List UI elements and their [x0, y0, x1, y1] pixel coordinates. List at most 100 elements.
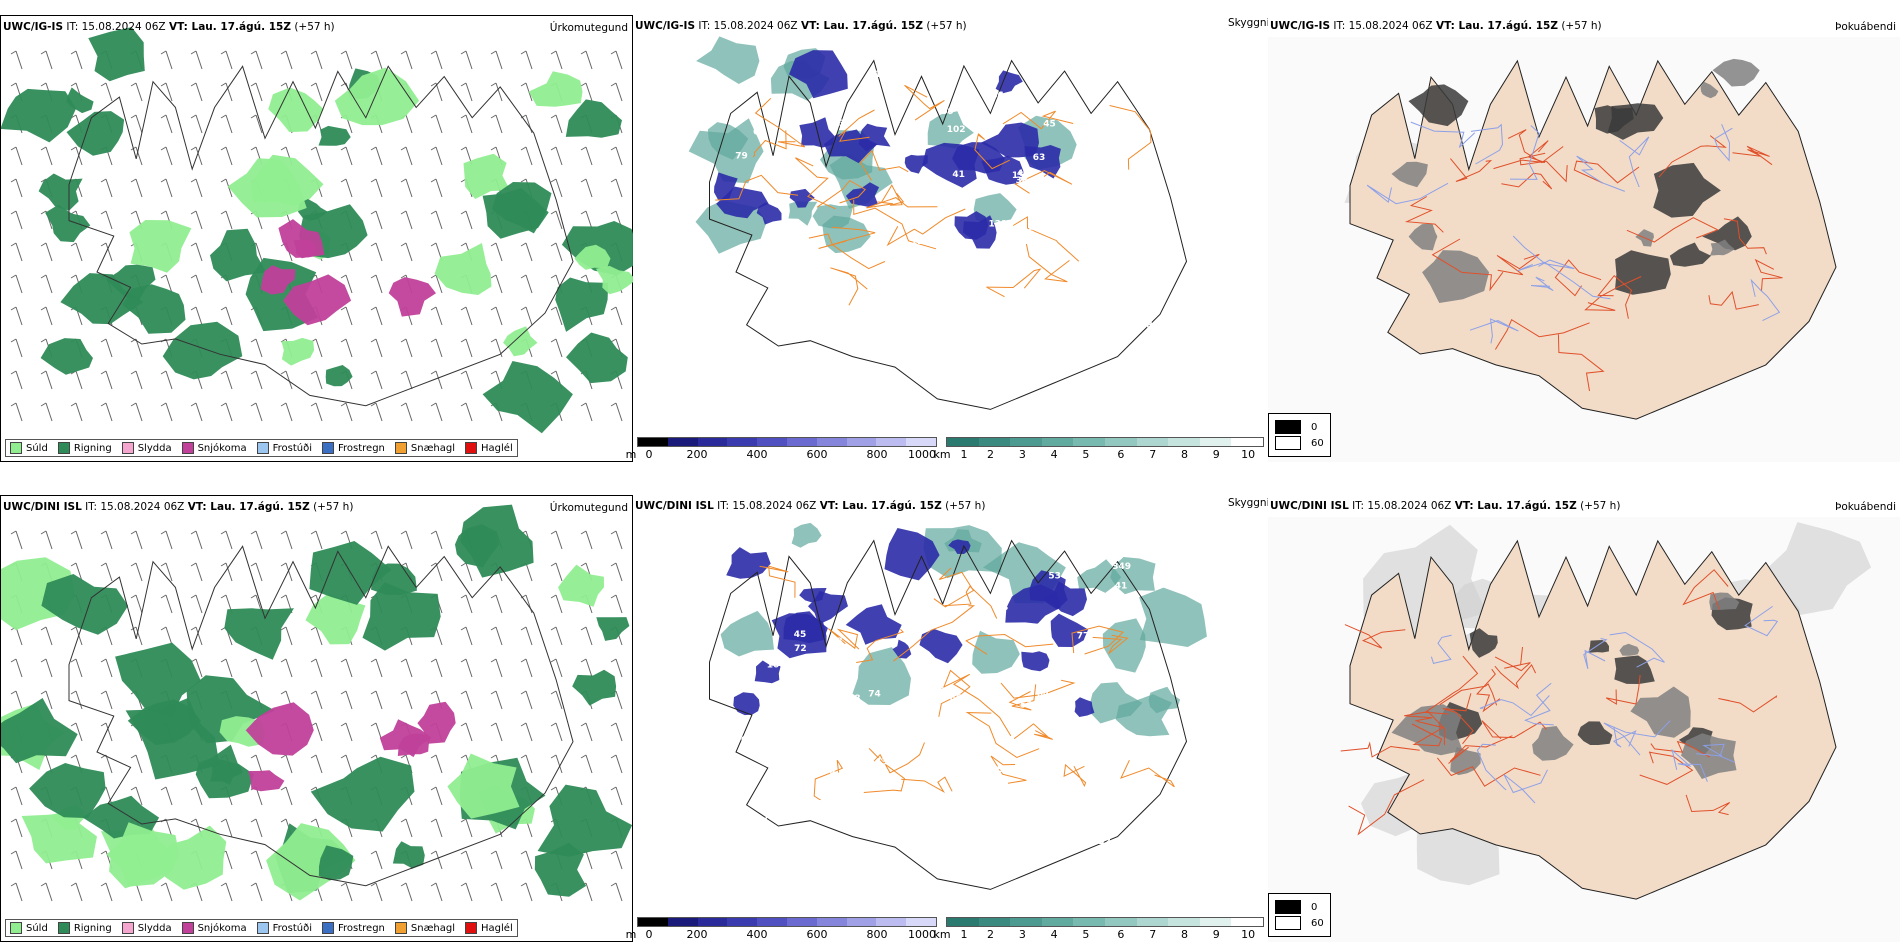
precip-legend: Súld Rigning Slydda Snjókoma Frostúði Fr…	[5, 919, 518, 937]
visibility-value: 48	[830, 637, 843, 647]
fog-map-bottom	[1268, 517, 1900, 942]
visibility-value: 63	[1033, 153, 1046, 163]
visibility-value: 99	[870, 219, 883, 229]
visibility-value: 49	[887, 306, 900, 316]
visibility-value: 43	[875, 757, 888, 767]
visibility-value: 87	[1014, 787, 1027, 797]
visibility-value: 22	[1098, 837, 1111, 847]
visibility-value: 53	[1048, 571, 1061, 581]
visibility-values: 54 48 36 49 62 61 84 189 78 99 59 52 43 50 45 74 53 64 48 7…	[741, 562, 1154, 847]
legend-item-slydda: Slydda	[121, 922, 172, 934]
legend-item-frostudi: Frostúði	[256, 922, 312, 934]
legend-item-haglel: Haglél	[465, 442, 513, 454]
visibility-value: 54	[1001, 712, 1014, 722]
visibility-value: 84	[1099, 731, 1112, 741]
visibility-value: 55	[805, 300, 818, 310]
precip-map-bottom	[1, 504, 633, 902]
visibility-value: 38	[743, 350, 756, 360]
visibility-value: 48	[848, 694, 861, 704]
visibility-value: 39	[839, 119, 852, 129]
panel-type-label: Þokuábendi	[1835, 21, 1896, 33]
iceland-coastline	[68, 545, 574, 887]
visibility-value: 59	[955, 99, 968, 109]
visibility-value: 349	[1112, 562, 1131, 572]
visibility-value: 64	[753, 128, 766, 138]
precip-map-top	[1, 27, 634, 434]
panel-type-label: Þokuábendi	[1835, 501, 1896, 513]
visibility-value: 65	[1064, 337, 1077, 347]
panel-type-label: Skyggni	[1228, 17, 1270, 29]
visibility-value: 117	[1088, 836, 1107, 846]
visibility-value: 44	[742, 764, 755, 774]
visibility-value: 43	[1089, 640, 1102, 650]
visibility-value: 61	[741, 735, 754, 745]
visibility-value: 50	[1087, 618, 1100, 628]
visibility-value: 41	[952, 170, 965, 180]
visibility-value: 45	[1043, 119, 1056, 129]
legend-item-slydda: Slydda	[121, 442, 172, 454]
fog-legend-top: 0 60	[1268, 413, 1331, 457]
visibility-value: 74	[784, 152, 797, 162]
visibility-value: 72	[794, 644, 807, 654]
fog-dark-areas	[1391, 58, 1760, 303]
visibility-colorbar-km-bottom: km 1 2 3 4 5 6 7 8 9 10	[933, 917, 1264, 941]
legend-item-sudl: Súld	[10, 922, 48, 934]
panel-title: UWC/IG-IS IT: 15.08.2024 06Z VT: Lau. 17…	[3, 21, 335, 33]
fog-panel-top: UWC/IG-IS IT: 15.08.2024 06Z VT: Lau. 17…	[1268, 15, 1900, 462]
road-network	[715, 84, 1152, 306]
visibility-value: 81	[966, 311, 979, 321]
visibility-value: 323	[893, 172, 912, 182]
visibility-values: 79 68 48 41 65 48 39 52 55 59 63 59 54 59 45 44 63 102 98 4…	[735, 63, 1156, 368]
panel-title: UWC/IG-IS IT: 15.08.2024 06Z VT: Lau. 17…	[1270, 20, 1602, 32]
fog-map-top	[1268, 37, 1900, 462]
road-network	[1340, 569, 1779, 836]
panel-title: UWC/DINI ISL IT: 15.08.2024 06Z VT: Lau.…	[3, 501, 354, 513]
visibility-value: 102	[947, 125, 966, 135]
visibility-panel-bottom: 54 48 36 49 62 61 84 189 78 99 59 52 43 50 45 74 53 64 48 7…	[633, 495, 1268, 942]
visibility-value: 48	[1029, 286, 1042, 296]
visibility-value: 82	[939, 762, 952, 772]
visibility-value: 155	[990, 765, 1009, 775]
visibility-value: 100	[875, 70, 894, 80]
legend-item-frostudi: Frostúði	[256, 442, 312, 454]
visibility-map-bottom: 54 48 36 49 62 61 84 189 78 99 59 52 43 50 45 74 53 64 48 7…	[709, 522, 1207, 890]
legend-item-snjokoma: Snjókoma	[181, 922, 247, 934]
visibility-value: 59	[1141, 832, 1154, 842]
visibility-value: 78	[996, 603, 1009, 613]
visibility-value: 79	[735, 151, 748, 161]
visibility-value: 59	[823, 766, 836, 776]
panel-title: UWC/DINI ISL IT: 15.08.2024 06Z VT: Lau.…	[635, 500, 986, 512]
visibility-value: 679	[958, 834, 977, 844]
visibility-value: 121	[989, 220, 1008, 230]
iceland-coastline	[709, 539, 1188, 890]
visibility-value: 189	[1127, 134, 1146, 144]
visibility-value: 106	[1105, 798, 1124, 808]
visibility-value: 59	[1065, 238, 1078, 248]
visibility-blobs	[688, 36, 1077, 254]
visibility-value: 276	[1022, 623, 1041, 633]
visibility-value: 59	[903, 311, 916, 321]
precip-panel-bottom: UWC/DINI ISL IT: 15.08.2024 06Z VT: Lau.…	[0, 495, 633, 942]
precip-legend: Súld Rigning Slydda Snjókoma Frostúði Fr…	[5, 439, 518, 457]
visibility-blobs	[720, 522, 1207, 737]
visibility-value: 62	[844, 754, 857, 764]
legend-item-frostregn: Frostregn	[322, 442, 385, 454]
road-network	[759, 565, 1175, 802]
visibility-value: 157	[1012, 171, 1031, 181]
visibility-value: 63	[846, 325, 859, 335]
iceland-coastline	[709, 59, 1188, 410]
visibility-value: 36	[902, 832, 915, 842]
visibility-value: 84	[1052, 212, 1065, 222]
visibility-value: 41	[1115, 581, 1128, 591]
legend-item-snaehagl: Snæhagl	[394, 922, 455, 934]
visibility-map-top: 79 68 48 41 65 48 39 52 55 59 63 59 54 59 45 44 63 102 98 4…	[688, 36, 1188, 410]
legend-item-rigning: Rigning	[57, 442, 112, 454]
visibility-colorbar-km-top: km 1 2 3 4 5 6 7 8 9 10	[933, 437, 1264, 461]
visibility-value: 44	[756, 250, 769, 260]
precip-panel-top: UWC/IG-IS IT: 15.08.2024 06Z VT: Lau. 17…	[0, 15, 634, 462]
visibility-colorbar-m-bottom: m 0 200 400 600 800 1000	[626, 917, 937, 941]
legend-item-snjokoma: Snjókoma	[181, 442, 247, 454]
visibility-value: 189	[929, 745, 948, 755]
visibility-value: 222	[769, 286, 788, 296]
fog-panel-bottom: UWC/DINI ISL IT: 15.08.2024 06Z VT: Lau.…	[1268, 495, 1900, 942]
